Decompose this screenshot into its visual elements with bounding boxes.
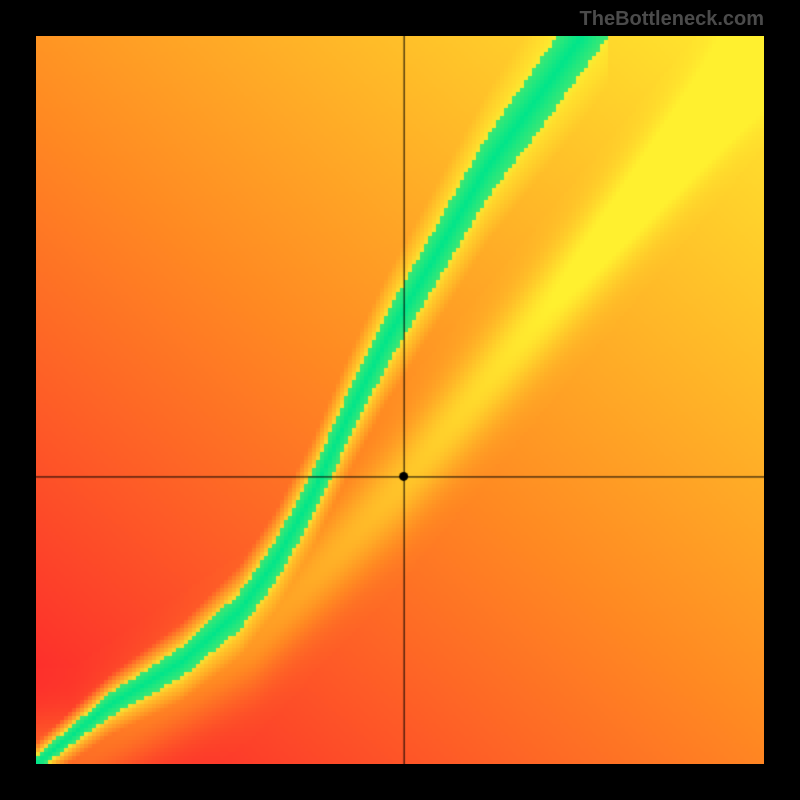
watermark-text: TheBottleneck.com [580, 8, 764, 31]
chart-frame: TheBottleneck.com [0, 0, 800, 800]
heatmap-canvas [36, 36, 764, 764]
heatmap-plot [36, 36, 764, 764]
